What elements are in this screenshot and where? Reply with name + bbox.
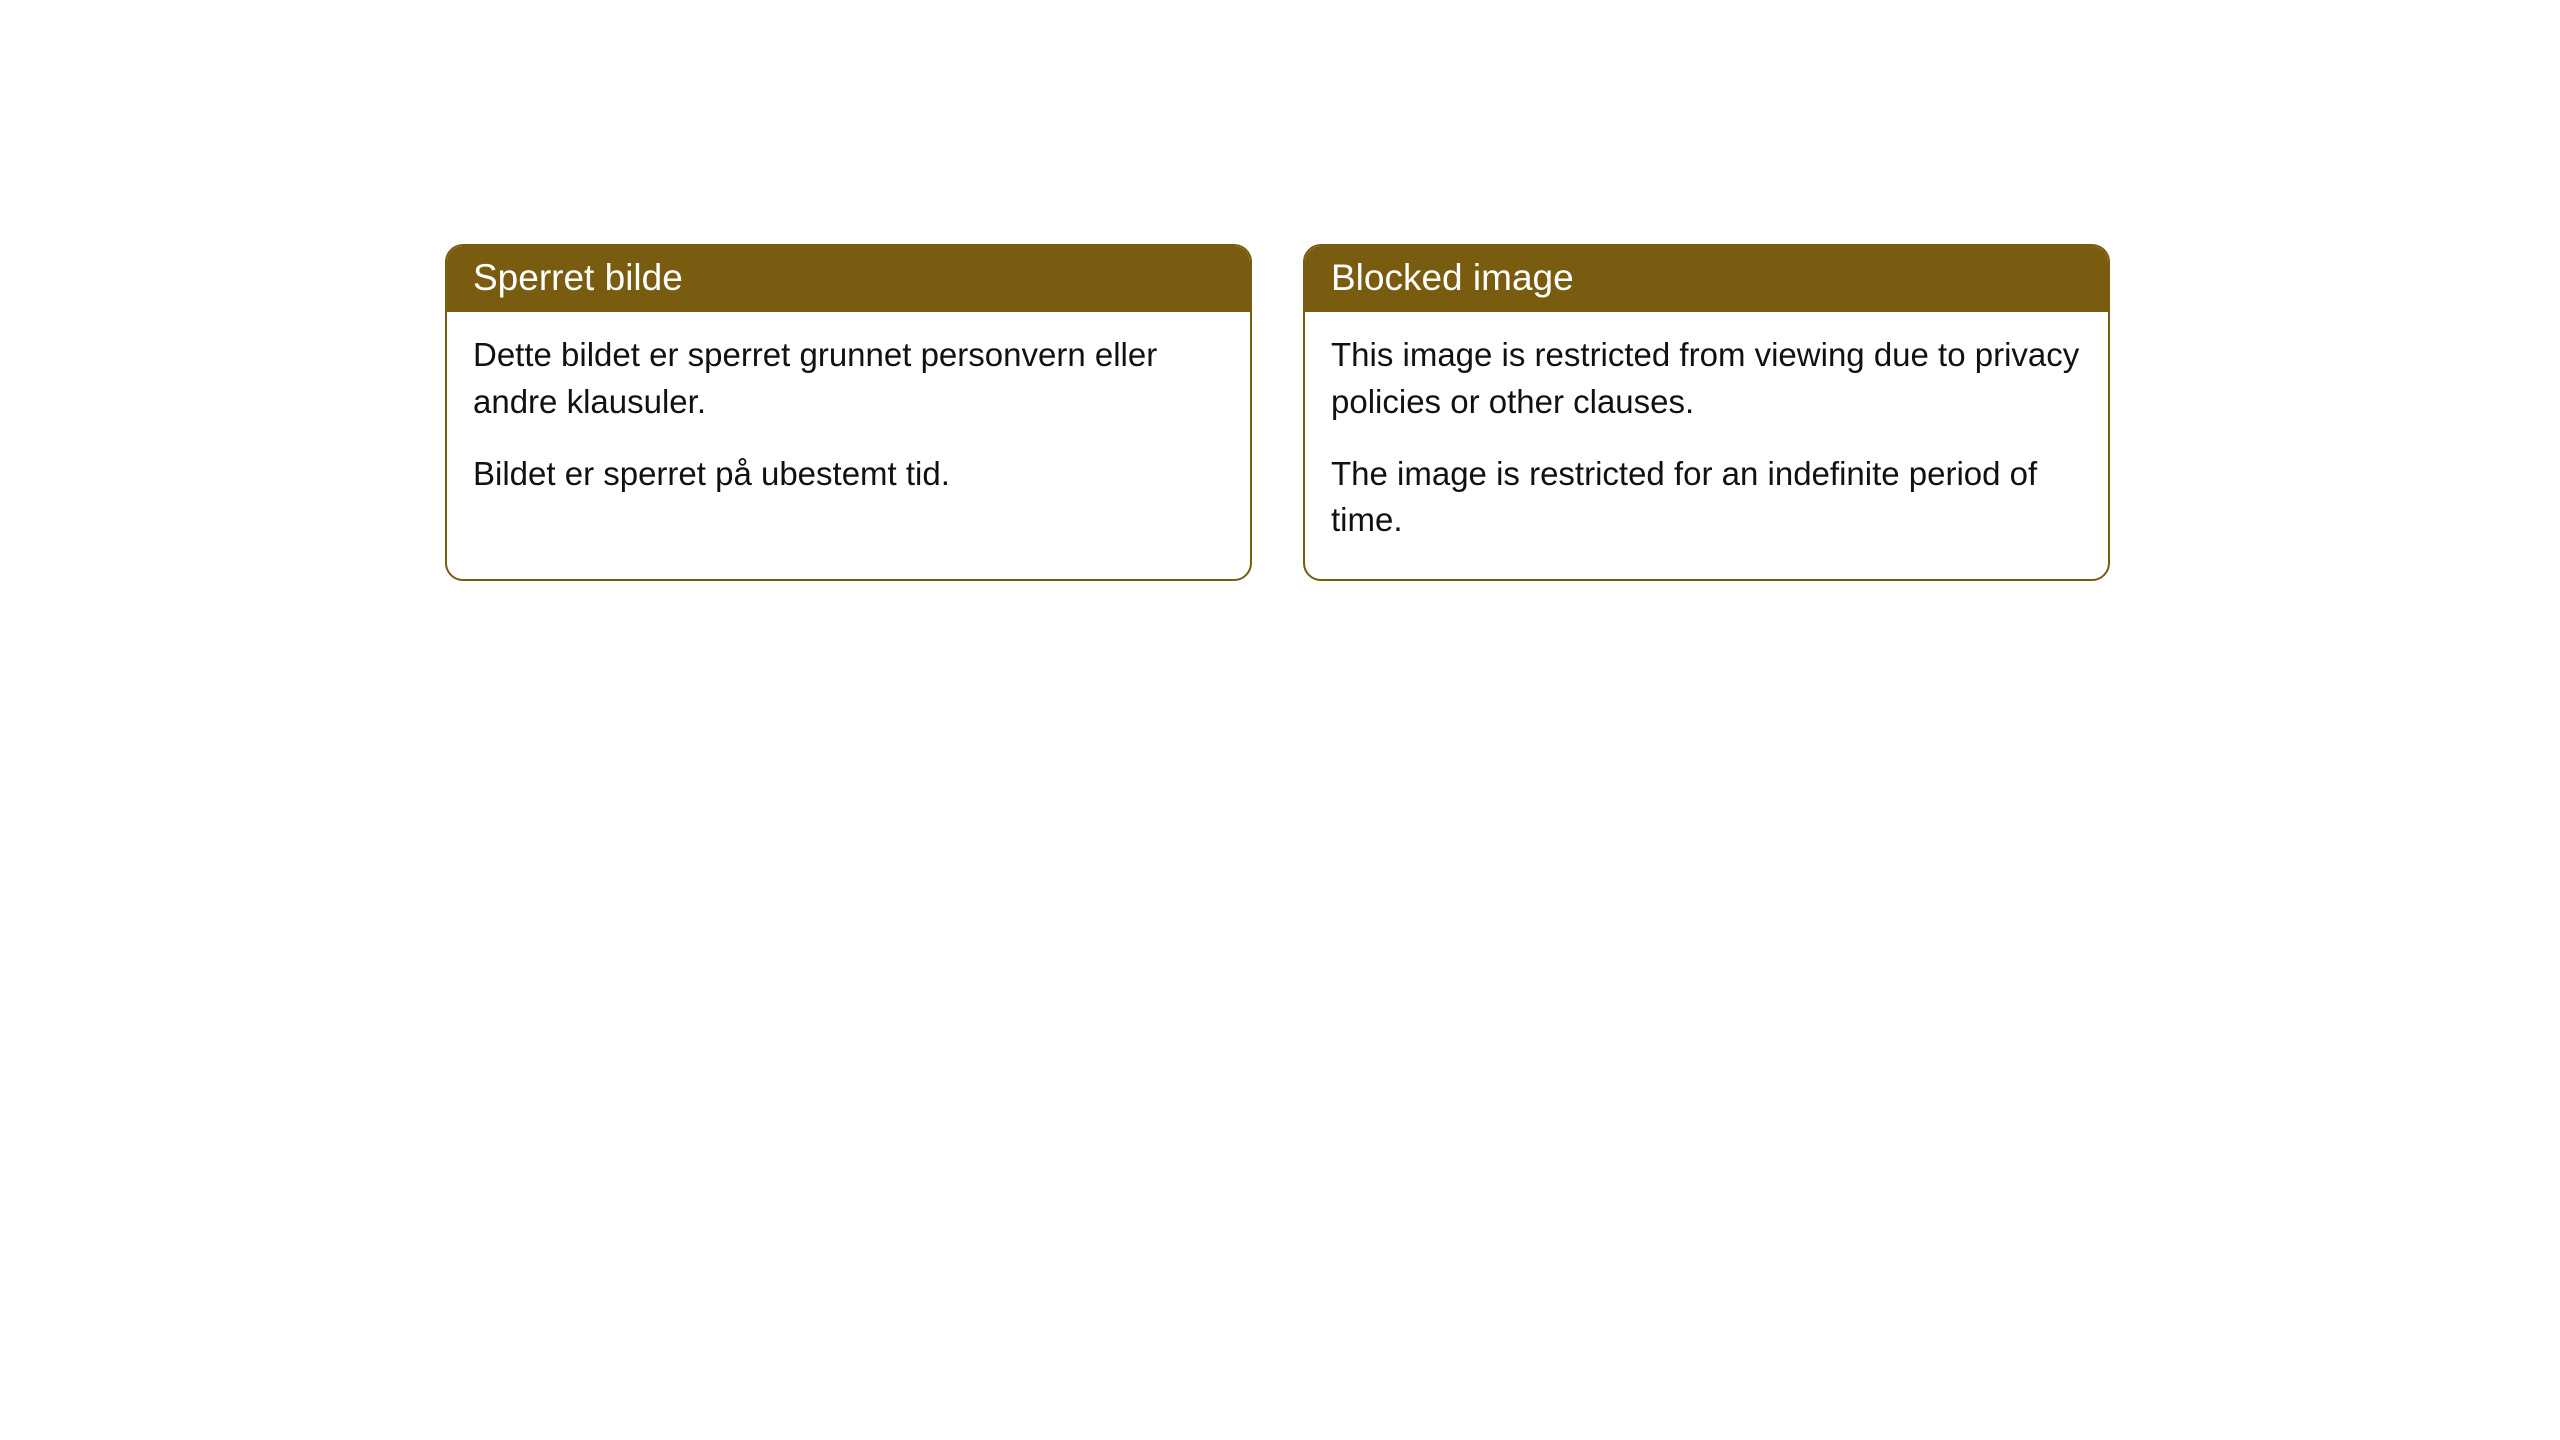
notice-body-norwegian: Dette bildet er sperret grunnet personve…	[447, 312, 1250, 533]
notice-card-english: Blocked image This image is restricted f…	[1303, 244, 2110, 581]
notice-paragraph: The image is restricted for an indefinit…	[1331, 451, 2082, 543]
notice-header-english: Blocked image	[1305, 246, 2108, 312]
notice-paragraph: Bildet er sperret på ubestemt tid.	[473, 451, 1224, 497]
notice-container: Sperret bilde Dette bildet er sperret gr…	[445, 244, 2110, 581]
notice-header-norwegian: Sperret bilde	[447, 246, 1250, 312]
notice-paragraph: Dette bildet er sperret grunnet personve…	[473, 332, 1224, 424]
notice-body-english: This image is restricted from viewing du…	[1305, 312, 2108, 579]
notice-card-norwegian: Sperret bilde Dette bildet er sperret gr…	[445, 244, 1252, 581]
notice-paragraph: This image is restricted from viewing du…	[1331, 332, 2082, 424]
